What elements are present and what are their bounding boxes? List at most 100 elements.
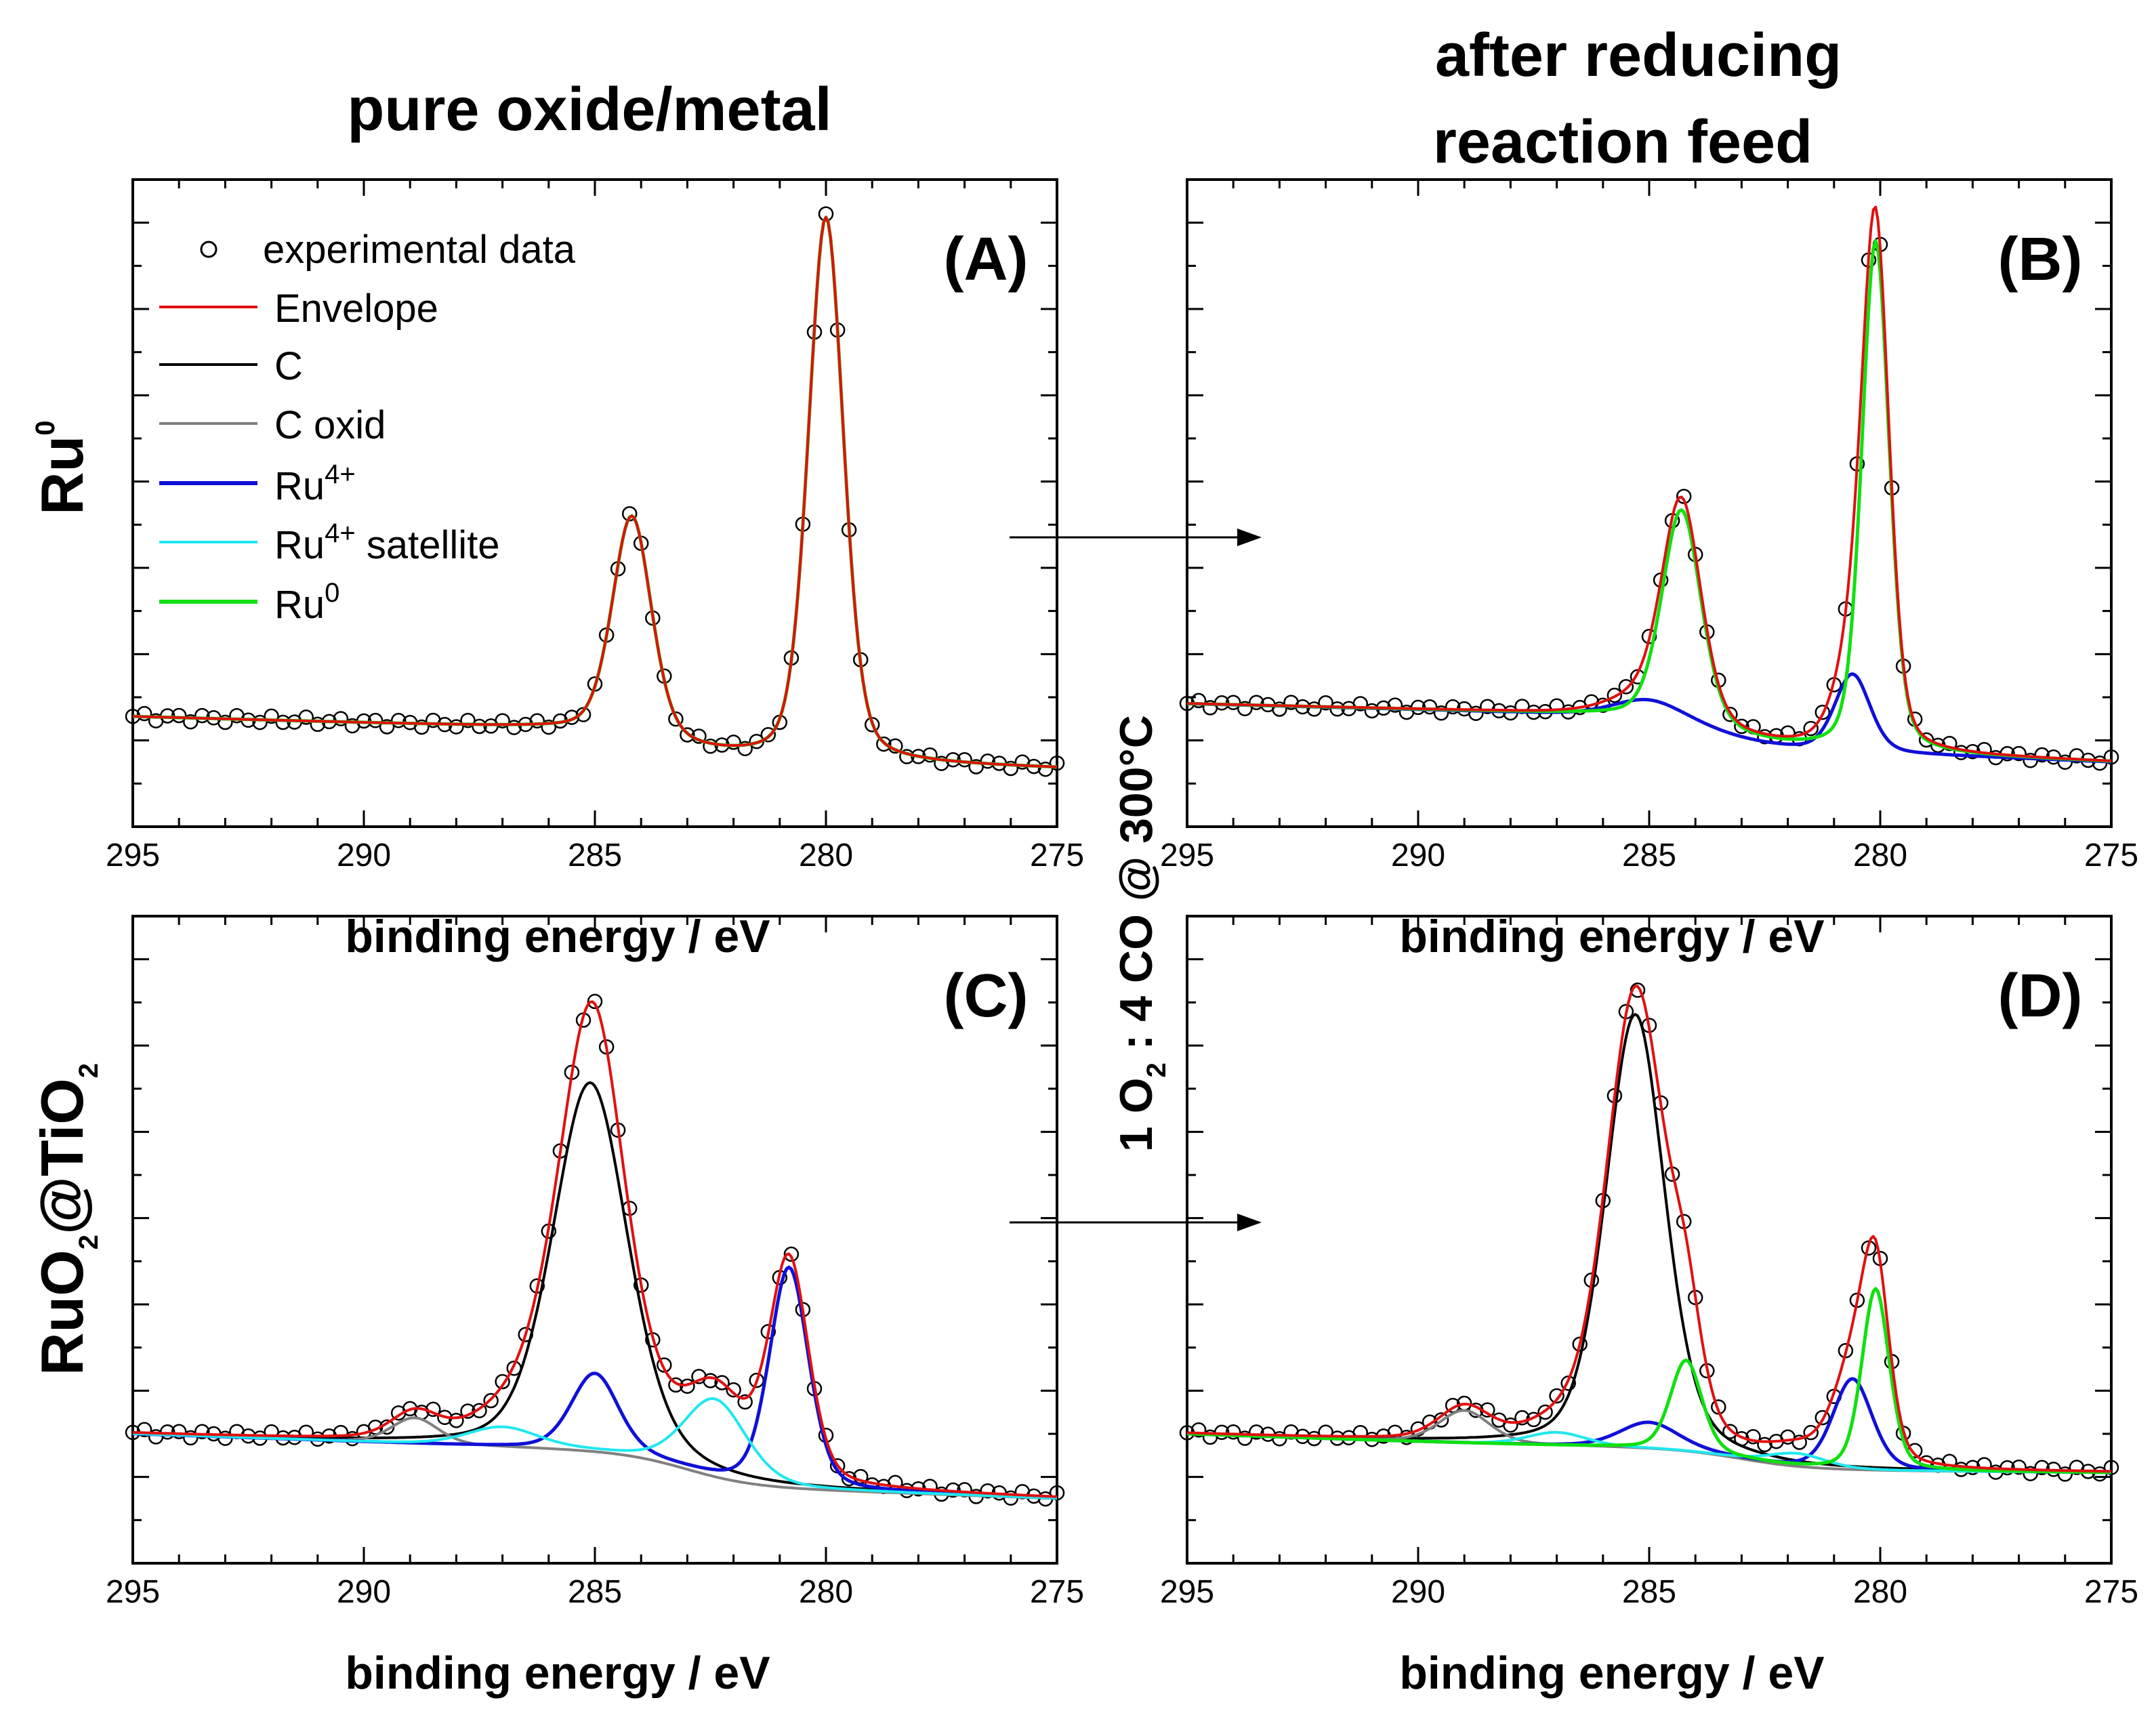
data-point: [1049, 755, 1065, 771]
panel-label: (A): [944, 226, 1029, 293]
component-curve-ru4: [1186, 672, 2112, 764]
plot-frame: [131, 915, 1058, 1565]
data-point: [252, 714, 268, 730]
legend-item-ru4: Ru4+: [159, 459, 356, 508]
data-point: [2057, 1466, 2073, 1482]
data-point: [1225, 1424, 1241, 1440]
x-axis-label: binding energy / eV: [1399, 1647, 1824, 1699]
legend-item-ru4-satellite: Ru4+ satellite: [159, 518, 500, 567]
data-point: [876, 736, 892, 752]
x-tick-label: 295: [106, 838, 160, 873]
data-point: [980, 1483, 995, 1499]
data-point: [298, 709, 314, 725]
data-point: [1225, 695, 1241, 710]
data-point: [2011, 1459, 2027, 1475]
data-point: [310, 716, 326, 732]
envelope-curve: [1186, 205, 2112, 762]
svg-text:Envelope: Envelope: [274, 287, 438, 331]
data-point: [1791, 1435, 1807, 1450]
data-point: [2034, 1460, 2050, 1476]
data-point: [1514, 1410, 1530, 1426]
data-point: [1503, 1417, 1518, 1433]
data-point: [1422, 699, 1438, 715]
x-axis-label: binding energy / eV: [345, 1647, 770, 1699]
data-point: [1803, 1424, 1819, 1441]
data-point: [1606, 687, 1623, 703]
data-point: [1468, 705, 1484, 721]
header-right-title-line2: reaction feed: [1433, 108, 1812, 176]
data-point: [136, 1422, 152, 1438]
component-curve-ru0: [1186, 1287, 2111, 1474]
data-point: [1272, 701, 1287, 717]
x-axis-label: binding energy / eV: [345, 911, 770, 962]
svg-text:Ru4+: Ru4+: [274, 459, 356, 508]
arrow-bottom: [1010, 1214, 1262, 1231]
component-curve-ru4sat: [132, 1397, 1058, 1500]
x-axis-label: binding energy / eV: [1399, 911, 1824, 962]
arrow-top: [1010, 529, 1262, 546]
data-point: [1190, 1422, 1207, 1438]
data-point: [2023, 1466, 2038, 1481]
x-tick-label: 280: [799, 1574, 853, 1610]
data-point: [1352, 696, 1369, 711]
x-tick-label: 290: [337, 1574, 391, 1610]
data-point: [760, 727, 776, 743]
legend-item-experimental: experimental data: [200, 228, 576, 272]
data-point: [703, 738, 718, 754]
data-point: [1433, 705, 1449, 721]
data-point: [495, 1374, 510, 1390]
data-point: [1306, 701, 1322, 717]
svg-text:RuO2@TiO2: RuO2@TiO2: [28, 1063, 104, 1376]
component-curve-c_oxid: [132, 1416, 1058, 1500]
x-tick-label: 275: [2084, 1574, 2138, 1610]
data-point: [1734, 718, 1749, 735]
header-left-title: pure oxide/metal: [347, 76, 831, 144]
data-point: [217, 714, 233, 730]
panel-label: (C): [944, 962, 1029, 1030]
envelope-curve: [132, 1000, 1058, 1498]
panel-a: 295 290 285 280 275 (A) binding energy / eV: [106, 178, 1084, 962]
svg-text:1 O2 : 4 CO @ 300°C: 1 O2 : 4 CO @ 300°C: [1111, 715, 1172, 1152]
data-point: [714, 1375, 730, 1390]
svg-text:Ru0: Ru0: [274, 578, 339, 627]
data-point: [2103, 1460, 2119, 1475]
svg-text:Ru4+ satellite: Ru4+ satellite: [274, 518, 500, 567]
component-curve-ru4: [132, 1265, 1058, 1500]
x-tick-label: 280: [799, 838, 853, 873]
data-point: [1249, 1424, 1264, 1440]
data-point: [737, 1394, 753, 1410]
data-point: [1387, 697, 1403, 713]
data-point: [506, 720, 522, 735]
legend-item-envelope: Envelope: [159, 287, 438, 331]
data-point: [1037, 761, 1054, 777]
x-tick-label: 285: [568, 838, 622, 873]
x-tick-label: 275: [2084, 838, 2138, 873]
panel-c: 295 290 285 280 275 (C) binding energy / eV: [106, 915, 1084, 1699]
plot-frame: [1186, 178, 2113, 828]
data-point: [1815, 704, 1831, 720]
data-point: [1560, 1376, 1576, 1391]
envelope-curve: [132, 215, 1058, 768]
data-point: [922, 747, 938, 763]
svg-text:Ru0: Ru0: [28, 420, 96, 515]
data-point: [171, 1424, 187, 1440]
data-point: [379, 719, 395, 735]
data-point: [449, 719, 464, 735]
data-point: [1815, 1409, 1831, 1426]
data-point: [587, 993, 603, 1010]
data-point: [1249, 695, 1264, 710]
data-point: [136, 705, 152, 722]
data-point: [726, 735, 741, 750]
legend-item-ru0: Ru0: [159, 578, 339, 627]
x-tick-label: 280: [1853, 838, 1907, 873]
data-point: [1318, 695, 1333, 711]
data-point: [1572, 1336, 1588, 1352]
condition-label: 1 O2 : 4 CO @ 300°C: [1111, 715, 1172, 1152]
data-point: [367, 713, 383, 728]
x-tick-label: 285: [1622, 838, 1676, 873]
data-point: [1745, 1429, 1761, 1445]
data-point: [333, 711, 349, 726]
data-point: [472, 718, 487, 735]
panel-b: 295 290 285 280 275 (B) binding energy / eV: [1160, 178, 2138, 962]
plot-frame: [131, 178, 1058, 828]
